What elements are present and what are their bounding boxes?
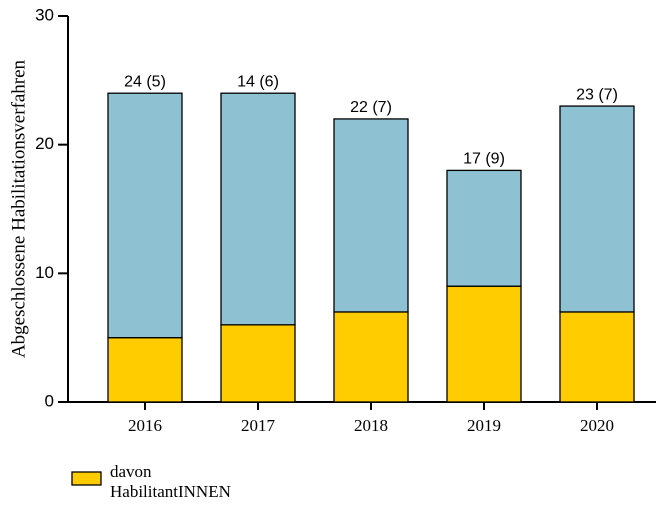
bar-segment [107, 337, 183, 403]
bar-label: 22 (7) [350, 99, 392, 116]
bar-label: 17 (9) [463, 151, 505, 168]
bar-segment [333, 311, 409, 403]
bar-segment [559, 105, 635, 313]
bar-segment [446, 169, 522, 287]
bar-label: 24 (5) [124, 73, 166, 90]
x-tick-label: 2018 [354, 416, 388, 435]
legend-swatch [71, 471, 102, 486]
y-axis-label: Abgeschlossene Habilitationsverfahren [8, 59, 29, 358]
bar-segment [107, 92, 183, 339]
x-tick-label: 2019 [467, 416, 501, 435]
x-tick-label: 2017 [241, 416, 276, 435]
bar-segment [220, 92, 296, 326]
y-tick-label: 10 [35, 263, 54, 282]
x-tick-label: 2016 [128, 416, 162, 435]
y-tick-label: 20 [35, 134, 54, 153]
bar-label: 23 (7) [576, 86, 618, 103]
y-tick-label: 0 [45, 391, 54, 410]
y-tick-label: 30 [35, 5, 54, 24]
bar-label: 14 (6) [237, 73, 279, 90]
bar-segment [559, 311, 635, 403]
bar-segment [220, 324, 296, 403]
x-tick-label: 2020 [580, 416, 614, 435]
bar-segment [333, 118, 409, 313]
bar-segment [446, 285, 522, 403]
legend-label: davon HabilitantINNEN [110, 462, 231, 501]
